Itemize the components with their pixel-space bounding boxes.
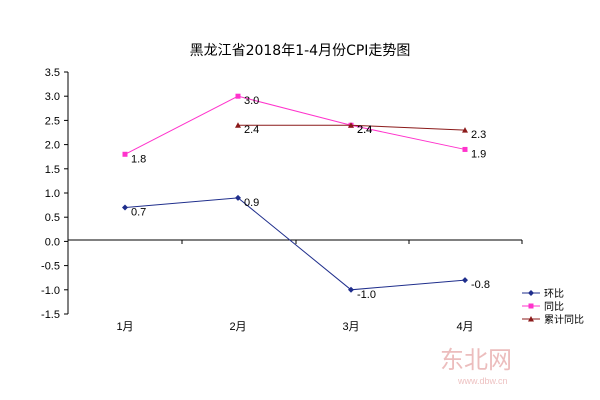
y-axis-ticks: 3.5 3.0 2.5 2.0 1.5 1.0 0.5 0.0 -0.5 -1.0 -1.5 <box>41 67 68 321</box>
y-tick-label: 2.0 <box>45 140 60 152</box>
y-tick-label: 0.0 <box>45 236 60 248</box>
legend-marker <box>528 303 534 309</box>
legend-marker <box>528 316 534 322</box>
data-point <box>235 122 241 128</box>
data-label: 0.9 <box>244 197 259 209</box>
x-tick-label: 4月 <box>456 321 473 333</box>
y-tick-label: -1.5 <box>41 309 60 321</box>
series-line <box>124 95 466 155</box>
data-label: 3.0 <box>244 95 259 107</box>
series-1: 0.7 0.9 -1.0 -0.8 <box>122 194 490 301</box>
legend-label: 环比 <box>544 288 564 300</box>
legend-marker <box>528 290 534 296</box>
data-label: -1.0 <box>357 289 376 301</box>
x-tick-label: 1月 <box>116 321 133 333</box>
y-tick-label: 2.5 <box>45 115 60 127</box>
series-line <box>124 197 466 291</box>
y-tick-label: 1.5 <box>45 164 60 176</box>
data-label: -0.8 <box>471 279 490 291</box>
data-point <box>235 93 241 99</box>
data-point <box>348 286 354 293</box>
y-tick-label: -0.5 <box>41 261 60 273</box>
watermark-logo-text: 东北网 <box>440 346 512 374</box>
y-tick-label: 3.5 <box>45 67 60 79</box>
data-point <box>348 122 354 128</box>
data-label: 2.3 <box>471 129 486 141</box>
series-3: 2.4 2.4 2.3 <box>235 122 486 141</box>
x-tick-label: 3月 <box>342 321 359 333</box>
data-point <box>462 146 468 152</box>
data-point <box>122 151 128 157</box>
series-2: 1.8 3.0 2.4 1.9 <box>122 93 486 165</box>
legend-item: 环比 <box>522 288 564 300</box>
watermark: 东北网 www.dbw.cn <box>440 346 512 386</box>
y-tick-label: 1.0 <box>45 188 60 200</box>
watermark-url-text: www.dbw.cn <box>457 376 508 386</box>
legend-item: 累计同比 <box>522 313 584 326</box>
y-tick-label: 3.0 <box>45 91 60 103</box>
data-label: 2.4 <box>244 124 259 136</box>
x-tick-label: 2月 <box>229 321 246 333</box>
series-group: 0.70.9-1.0-0.81.83.02.41.92.4 2.4 2.3 <box>122 93 490 301</box>
y-tick-label: -1.0 <box>41 285 60 297</box>
data-label: 2.4 <box>357 124 372 136</box>
x-axis-ticks: 1月 2月 3月 4月 <box>67 240 523 333</box>
data-label: 1.9 <box>471 148 486 160</box>
data-label: 1.8 <box>131 153 146 165</box>
legend-label: 同比 <box>544 301 564 313</box>
data-point <box>122 204 128 211</box>
chart-title: 黑龙江省2018年1-4月份CPI走势图 <box>190 43 411 59</box>
legend-item: 同比 <box>522 301 564 313</box>
data-label: 0.7 <box>131 207 146 219</box>
legend-label: 累计同比 <box>544 313 584 326</box>
data-point <box>462 127 468 133</box>
data-point <box>462 277 468 284</box>
data-label: 2.4 <box>357 124 372 136</box>
data-point <box>235 194 241 201</box>
y-tick-label: 0.5 <box>45 212 60 224</box>
